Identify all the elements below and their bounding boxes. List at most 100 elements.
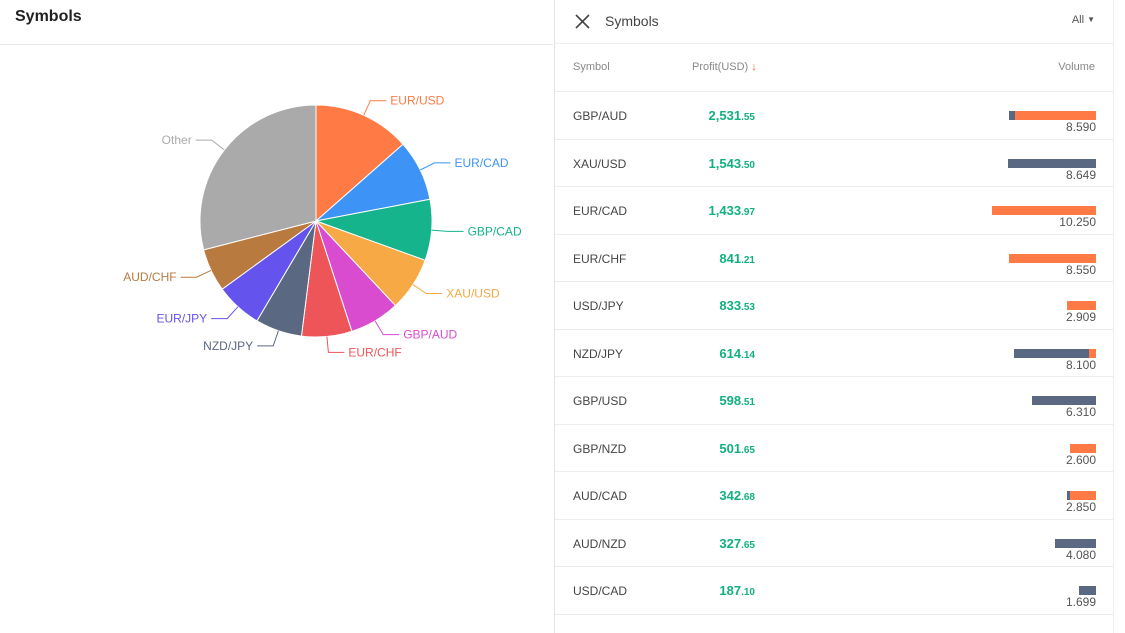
table-row[interactable]: EUR/CAD 1,433.97 10.250 bbox=[555, 187, 1113, 235]
volume-bar bbox=[1069, 443, 1096, 453]
pie-label-line bbox=[419, 162, 451, 171]
table-row[interactable]: GBP/AUD 2,531.55 8.590 bbox=[555, 92, 1113, 140]
pie-label: AUD/CHF bbox=[123, 270, 176, 284]
table-row[interactable]: GBP/USD 598.51 6.310 bbox=[555, 377, 1113, 425]
symbol-cell: NZD/JPY bbox=[573, 346, 624, 361]
symbol-cell: AUD/NZD bbox=[573, 536, 627, 551]
table-row[interactable]: AUD/CAD 342.68 2.850 bbox=[555, 472, 1113, 520]
close-icon bbox=[575, 14, 590, 29]
volume-value: 8.100 bbox=[1065, 357, 1096, 372]
symbol-cell: AUD/CAD bbox=[573, 489, 628, 503]
profit-decimal: .53 bbox=[741, 302, 755, 313]
profit-cell: 342.68 bbox=[655, 488, 755, 503]
pie-label: GBP/AUD bbox=[403, 328, 457, 342]
profit-integer: 187 bbox=[719, 583, 742, 598]
pie-label: XAU/USD bbox=[446, 287, 500, 301]
filter-dropdown[interactable]: All ▼ bbox=[1072, 14, 1095, 26]
profit-cell: 327.65 bbox=[655, 536, 755, 551]
volume-bar-long bbox=[992, 206, 1096, 215]
volume-value: 2.600 bbox=[1065, 452, 1096, 467]
pie-label: EUR/USD bbox=[390, 94, 444, 108]
profit-integer: 598 bbox=[719, 393, 742, 408]
volume-bar-long bbox=[1009, 253, 1096, 263]
table-header: Symbol Profit(USD) ↓ Volume bbox=[555, 44, 1113, 92]
pie-slice[interactable] bbox=[199, 104, 317, 251]
profit-integer: 833 bbox=[719, 298, 742, 313]
volume-bar bbox=[1009, 253, 1096, 263]
table-row[interactable]: USD/JPY 833.53 2.909 bbox=[555, 282, 1113, 330]
column-header-symbol[interactable]: Symbol bbox=[573, 61, 610, 73]
profit-cell: 187.10 bbox=[655, 583, 755, 598]
volume-bar bbox=[992, 206, 1096, 215]
table-row[interactable]: USD/CAD 187.10 1.699 bbox=[555, 567, 1113, 615]
table-row[interactable]: AUD/NZD 327.65 4.080 bbox=[555, 520, 1113, 567]
profit-integer: 1,543 bbox=[708, 155, 742, 171]
pie-slice[interactable] bbox=[315, 104, 404, 223]
pie-label-line bbox=[211, 306, 239, 320]
pie-label-line bbox=[374, 320, 400, 336]
volume-bar bbox=[1054, 538, 1096, 548]
volume-value: 8.550 bbox=[1065, 262, 1096, 277]
table-row[interactable]: NZD/JPY 614.14 8.100 bbox=[555, 330, 1113, 377]
table-row[interactable]: EUR/CHF 841.21 8.550 bbox=[555, 235, 1113, 282]
pie-label: NZD/JPY bbox=[203, 339, 253, 353]
volume-value: 1.699 bbox=[1065, 595, 1096, 609]
table-panel-title: Symbols bbox=[605, 13, 659, 29]
symbols-table-panel: Symbols All ▼ Symbol Profit(USD) ↓ Volume … bbox=[554, 0, 1114, 633]
profit-integer: 614 bbox=[719, 345, 742, 361]
column-header-volume[interactable]: Volume bbox=[1058, 61, 1095, 73]
symbol-cell: XAU/USD bbox=[573, 156, 627, 171]
volume-bar bbox=[1008, 111, 1096, 120]
pie-label-line bbox=[257, 330, 279, 347]
volume-value: 2.850 bbox=[1065, 500, 1096, 514]
pie-label-line bbox=[431, 229, 464, 232]
chart-panel-title: Symbols bbox=[15, 8, 82, 25]
volume-value: 6.310 bbox=[1065, 405, 1096, 419]
volume-value: 8.590 bbox=[1065, 120, 1096, 134]
profit-decimal: .51 bbox=[741, 397, 755, 408]
symbol-cell: GBP/USD bbox=[573, 394, 628, 408]
filter-label: All bbox=[1071, 14, 1085, 26]
pie-label-line bbox=[195, 139, 225, 151]
sort-desc-icon: ↓ bbox=[751, 61, 757, 73]
profit-cell: 833.53 bbox=[655, 298, 755, 313]
symbols-table-body: GBP/AUD 2,531.55 8.590 XAU/USD 1,543.50 8.649… bbox=[555, 92, 1113, 615]
caret-down-icon: ▼ bbox=[1087, 15, 1095, 24]
profit-integer: 2,531 bbox=[708, 108, 742, 123]
volume-bar bbox=[1078, 586, 1096, 595]
table-row[interactable]: XAU/USD 1,543.50 8.649 bbox=[555, 140, 1113, 187]
pie-label: Other bbox=[162, 133, 192, 147]
column-header-profit[interactable]: Profit(USD) ↓ bbox=[692, 61, 757, 73]
profit-decimal: .65 bbox=[741, 444, 755, 456]
pie-label: GBP/CAD bbox=[468, 224, 522, 238]
symbol-cell: GBP/NZD bbox=[573, 441, 627, 456]
profit-integer: 1,433 bbox=[708, 203, 742, 218]
pie-label-line bbox=[363, 100, 387, 116]
profit-decimal: .21 bbox=[741, 254, 755, 266]
volume-value: 8.649 bbox=[1065, 167, 1096, 182]
volume-bar bbox=[1008, 158, 1096, 168]
table-row[interactable]: GBP/NZD 501.65 2.600 bbox=[555, 425, 1113, 472]
profit-integer: 841 bbox=[719, 250, 742, 266]
symbol-cell: EUR/CAD bbox=[573, 204, 628, 218]
pie-label-line bbox=[326, 336, 345, 353]
volume-value: 2.909 bbox=[1065, 310, 1096, 324]
profit-decimal: .55 bbox=[741, 112, 755, 123]
pie-label: EUR/JPY bbox=[157, 312, 208, 326]
column-header-profit-label: Profit(USD) bbox=[692, 61, 749, 73]
table-panel-header: Symbols All ▼ bbox=[555, 0, 1113, 44]
volume-bar-long bbox=[1070, 491, 1096, 500]
close-button[interactable] bbox=[573, 12, 593, 32]
volume-bar-short bbox=[1013, 348, 1090, 358]
volume-bar bbox=[1067, 491, 1096, 500]
volume-value: 4.080 bbox=[1065, 547, 1096, 562]
profit-integer: 342 bbox=[719, 488, 742, 503]
symbols-chart-panel: Symbols EUR/USD EUR/CAD GBP/CAD XAU/USD GBP/… bbox=[0, 0, 553, 633]
volume-bar-short bbox=[1078, 586, 1096, 595]
pie-label: EUR/CHF bbox=[348, 345, 401, 359]
pie-label: EUR/CAD bbox=[455, 156, 509, 170]
chart-panel-header: Symbols bbox=[0, 0, 553, 45]
profit-cell: 2,531.55 bbox=[655, 108, 755, 123]
volume-bar bbox=[1066, 301, 1096, 310]
volume-bar-short bbox=[1008, 111, 1015, 120]
